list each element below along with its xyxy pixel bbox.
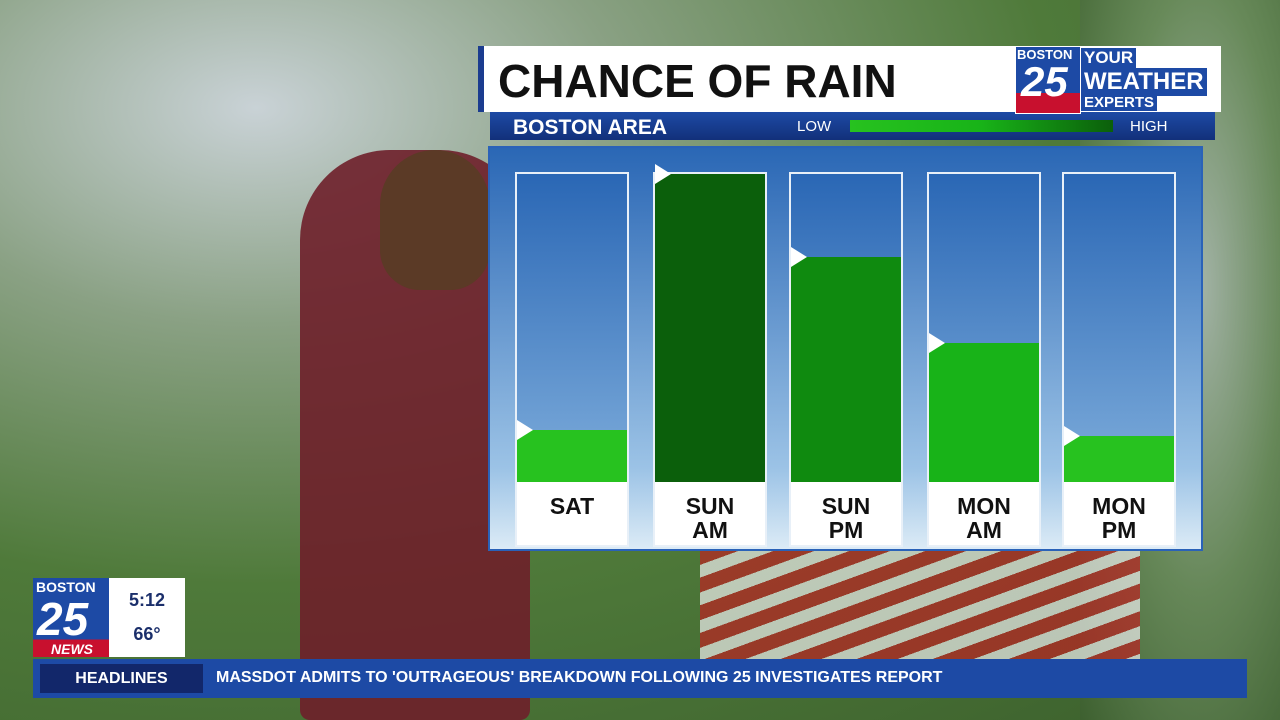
logo-station: BOSTON [1017, 47, 1073, 62]
ticker-headline: MASSDOT ADMITS TO 'OUTRAGEOUS' BREAKDOWN… [216, 669, 943, 686]
x-tick-label: SUN AM [685, 493, 735, 543]
category-box [791, 482, 901, 545]
legend-low: LOW [797, 118, 832, 135]
chart-panel: SAT SUN AM SUN PM MON AM MON PM [488, 146, 1203, 551]
subtitle-strip: BOSTON AREA LOW HIGH [490, 112, 1215, 140]
x-tick-label: MON PM [1092, 493, 1146, 543]
bug-station: BOSTON [36, 579, 96, 595]
news-bug: BOSTON 25 NEWS 5:12 66° [33, 578, 185, 657]
bug-temperature: 66° [133, 624, 161, 644]
ticker: HEADLINES MASSDOT ADMITS TO 'OUTRAGEOUS'… [33, 659, 1247, 698]
bug-time: 5:12 [128, 590, 166, 610]
bar-marker [1064, 425, 1080, 446]
bar [1064, 435, 1174, 482]
logo-line2: WEATHER [1081, 68, 1207, 96]
x-tick-label: SUN PM [821, 493, 871, 543]
logo-line3: EXPERTS [1081, 94, 1158, 111]
ticker-label: HEADLINES [40, 664, 203, 693]
chart-title: CHANCE OF RAIN [498, 55, 897, 107]
bug-number: 25 [37, 593, 89, 645]
station-logo: BOSTON 25 YOUR WEATHER EXPERTS [1015, 46, 1225, 114]
bar [791, 257, 901, 482]
legend-scale [850, 120, 1113, 132]
flag-background [700, 550, 1140, 660]
column: MON AM [927, 172, 1041, 547]
bar [655, 174, 765, 482]
bar [929, 343, 1039, 482]
column: MON PM [1062, 172, 1176, 547]
legend-high: HIGH [1130, 118, 1168, 135]
logo-number: 25 [1021, 58, 1068, 105]
category-box [929, 482, 1039, 545]
presenter-head [380, 150, 490, 290]
x-tick-label: SAT [549, 493, 595, 519]
column: SAT [515, 172, 629, 547]
x-tick-label: MON AM [957, 493, 1011, 543]
bar [517, 429, 627, 482]
logo-line1: YOUR [1081, 48, 1137, 68]
column: SUN AM [653, 164, 767, 547]
category-box [655, 482, 765, 545]
bar-marker [517, 419, 533, 440]
column: SUN PM [789, 172, 903, 547]
bar-marker [929, 333, 945, 354]
bar-marker [791, 247, 807, 268]
subtitle: BOSTON AREA [513, 116, 668, 139]
bug-brand: NEWS [51, 641, 93, 657]
category-box [517, 482, 627, 545]
bar-marker [655, 164, 671, 184]
category-box [1064, 482, 1174, 545]
